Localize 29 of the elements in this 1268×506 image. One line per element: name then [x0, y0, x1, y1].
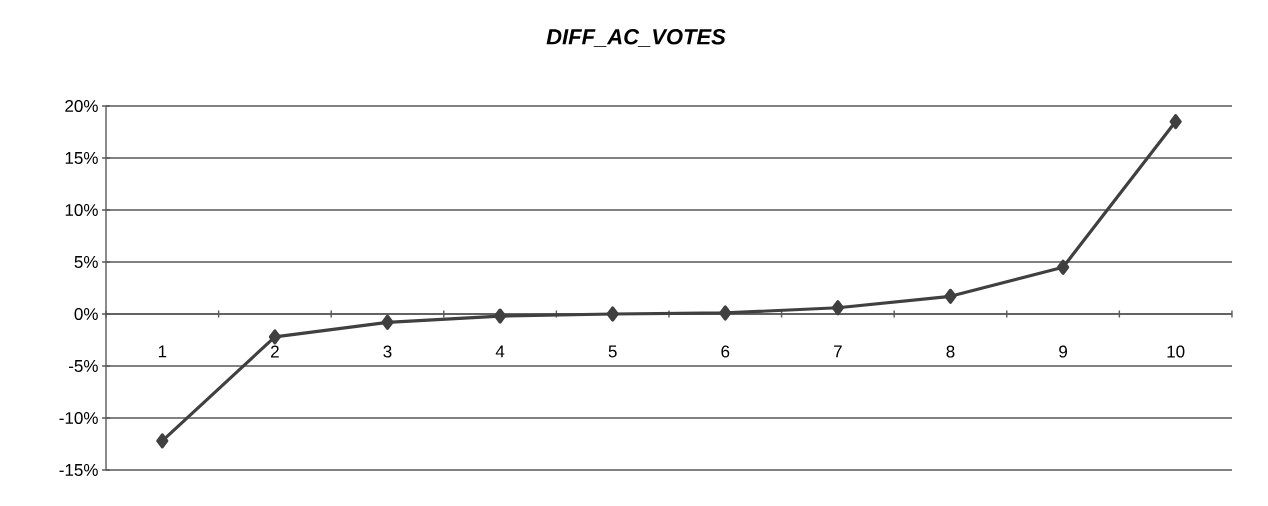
point [1169, 114, 1182, 130]
point [719, 305, 732, 321]
point [831, 300, 844, 316]
x-tick-label: 10 [1167, 345, 1185, 358]
x-tick-label: 9 [1059, 345, 1067, 358]
point [268, 329, 281, 345]
chart-title: DIFF_AC_VOTES [546, 28, 726, 48]
y-tick-label: 10% [65, 203, 98, 217]
x-tick-label: 6 [721, 345, 730, 358]
point [493, 308, 507, 324]
x-tick-label: 7 [834, 345, 842, 358]
y-tick-label: 0% [74, 307, 98, 321]
point [381, 314, 394, 330]
y-tick-label: -5% [68, 360, 98, 372]
y-tick-label: 15% [65, 152, 98, 164]
point [606, 306, 619, 322]
x-tick-label: 1 [158, 345, 167, 358]
y-tick-label: 5% [74, 256, 98, 268]
x-tick-label: 3 [383, 345, 392, 358]
x-tick-label: 4 [495, 345, 505, 358]
y-tick-label: -10% [59, 411, 98, 425]
y-tick-label: 20% [65, 99, 98, 113]
y-tick-label: -15% [59, 464, 98, 476]
point [156, 433, 169, 449]
point [1056, 259, 1070, 275]
x-tick-label: 2 [271, 345, 279, 358]
x-tick-label: 5 [608, 345, 617, 358]
x-tick-label: 8 [946, 345, 955, 358]
point [944, 288, 957, 304]
